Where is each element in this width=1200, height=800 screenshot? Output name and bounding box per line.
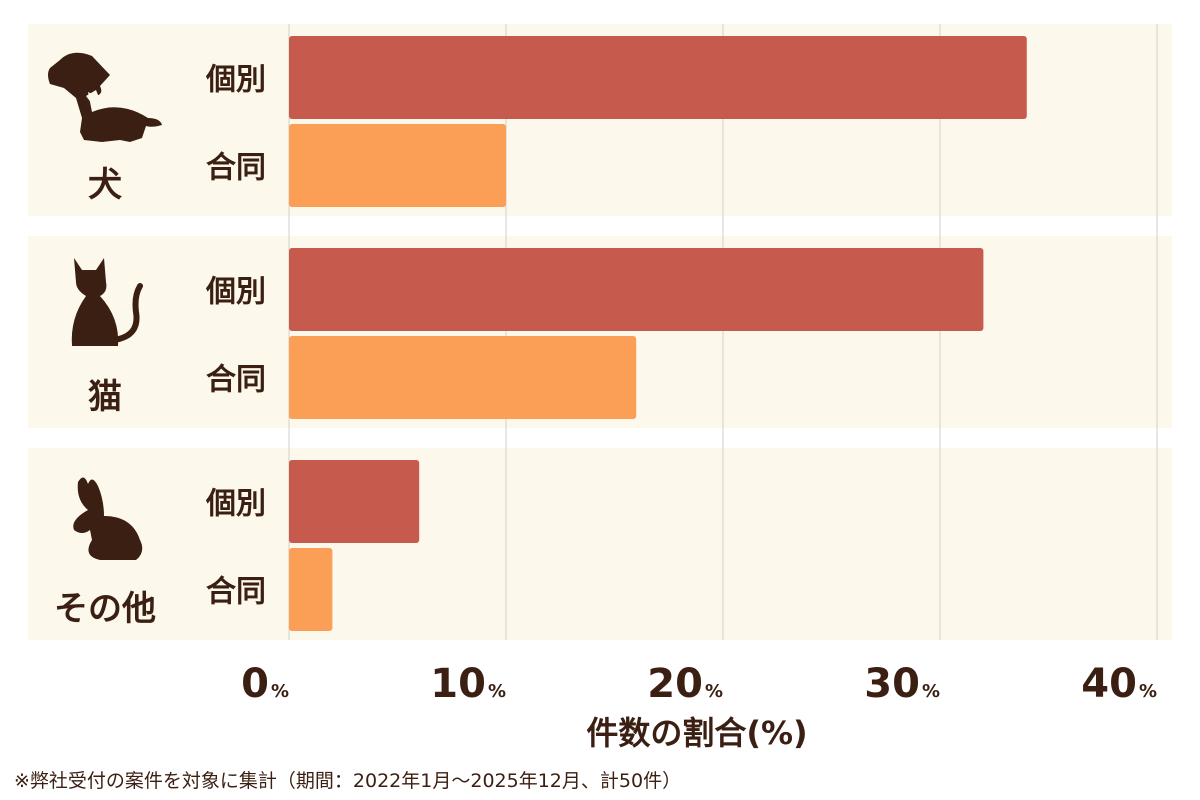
category-label-2: その他 [54,589,156,629]
x-tick-value: 0 [241,661,269,707]
x-tick-20: 20% [647,661,723,707]
x-tick-30: 30% [864,661,940,707]
category-icons [48,52,162,560]
row-label-1-individual: 個別 [205,275,266,310]
footnote: ※弊社受付の案件を対象に集計（期間：2022年1月〜2025年12月、計50件） [14,770,682,792]
dog-icon [48,52,162,142]
panel-2 [28,448,1172,640]
x-tick-unit: % [705,681,723,702]
x-tick-unit: % [922,681,940,702]
row-label-0-individual: 個別 [205,63,266,98]
bar-2-individual [289,460,420,543]
x-tick-value: 10 [430,661,486,707]
x-tick-0: 0% [241,661,289,707]
row-label-1-joint: 合同 [206,363,266,398]
x-tick-unit: % [271,681,289,702]
x-tick-unit: % [488,681,506,702]
bar-0-individual [289,36,1027,119]
x-tick-value: 40 [1081,661,1137,707]
bars [289,36,1027,631]
cat-tail [111,283,143,343]
dog-body [48,52,162,142]
x-tick-value: 20 [647,661,703,707]
category-label-0: 犬 [88,165,122,205]
row-label-2-individual: 個別 [205,487,266,522]
bar-1-joint [289,336,637,419]
x-tick-40: 40% [1081,661,1157,707]
bar-1-individual [289,248,984,331]
x-tick-10: 10% [430,661,506,707]
cat-body [71,258,119,346]
rabbit-body [73,477,143,560]
row-label-0-joint: 合同 [206,151,266,186]
rabbit-icon [73,477,143,560]
x-tick-unit: % [1139,681,1157,702]
dog-collar [86,90,100,104]
x-tick-value: 30 [864,661,920,707]
cat-icon [71,258,143,346]
row-label-2-joint: 合同 [206,575,266,610]
category-label-1: 猫 [88,377,122,417]
bar-2-joint [289,548,333,631]
x-tick-labels: 0% 10% 20% 30% 40% [241,661,1157,707]
bar-0-joint [289,124,506,207]
x-axis-title: 件数の割合(%) [586,714,807,752]
